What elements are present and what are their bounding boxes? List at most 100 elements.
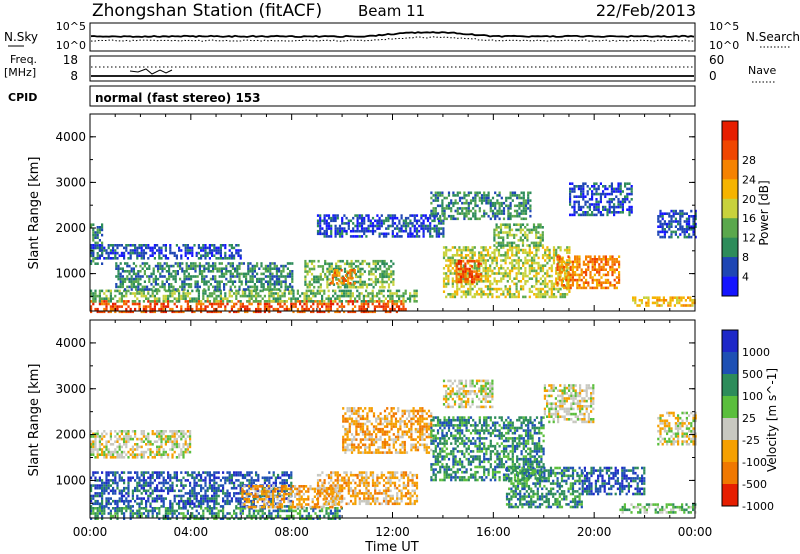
velocity-colorbar: 1000 500 100 25 -25 -100 -500 -1000 bbox=[721, 329, 774, 513]
colorbar-segment bbox=[722, 440, 738, 463]
power-heatmap bbox=[90, 182, 697, 314]
velocity-y-tick-label: 1000 bbox=[55, 473, 86, 487]
time-axis-labels: 00:00 04:00 08:00 12:00 16:00 20:00 00:00 bbox=[73, 525, 713, 539]
velocity-region bbox=[505, 466, 583, 509]
colorbar-segment bbox=[722, 121, 738, 141]
power-region bbox=[90, 244, 242, 260]
power-y-tick-label: 2000 bbox=[55, 221, 86, 235]
power-panel: 1000 2000 3000 4000 Slant Range [km] 4 8 12 16… bbox=[27, 113, 771, 314]
velocity-region bbox=[442, 379, 494, 409]
nave-label: Nave bbox=[748, 64, 776, 77]
nsearch-trace bbox=[90, 36, 695, 42]
cpid-value: normal (fast stereo) 153 bbox=[95, 91, 261, 105]
velocity-region bbox=[90, 507, 343, 520]
freq-wiggle bbox=[129, 68, 173, 75]
colorbar-tick-label: 100 bbox=[742, 390, 763, 403]
colorbar-tick-label: -100 bbox=[742, 456, 767, 469]
power-y-tick-label: 3000 bbox=[55, 175, 86, 189]
power-ylabel: Slant Range [km] bbox=[27, 157, 42, 270]
velocity-region bbox=[90, 471, 293, 508]
velocity-region bbox=[430, 416, 545, 482]
colorbar-segment bbox=[722, 352, 738, 375]
time-axis-title: Time UT bbox=[364, 540, 418, 554]
colorbar-segment bbox=[722, 140, 738, 161]
freq-tick-top: 18 bbox=[63, 53, 78, 67]
colorbar-tick-label: 500 bbox=[742, 368, 763, 381]
nsearch-tick-top: 10^5 bbox=[709, 20, 739, 33]
velocity-heatmap bbox=[90, 379, 697, 520]
colorbar-segment bbox=[722, 198, 738, 219]
colorbar-segment bbox=[722, 159, 738, 180]
time-tick-label: 12:00 bbox=[375, 525, 410, 539]
colorbar-segment bbox=[722, 462, 738, 485]
colorbar-tick-label: 24 bbox=[742, 173, 756, 186]
nsky-tick-top: 10^5 bbox=[56, 20, 86, 33]
velocity-region bbox=[316, 471, 419, 506]
power-colorbar-label: Power [dB] bbox=[757, 180, 771, 245]
power-region bbox=[455, 259, 482, 284]
time-tick-label: 08:00 bbox=[274, 525, 309, 539]
colorbar-segment bbox=[722, 218, 738, 238]
velocity-axes: 1000 2000 3000 4000 bbox=[55, 320, 696, 518]
velocity-panel: 1000 2000 3000 4000 Slant Range [km] 1000 50… bbox=[27, 319, 779, 520]
power-region bbox=[442, 246, 571, 299]
colorbar-segment bbox=[722, 237, 738, 258]
beam-label: Beam 11 bbox=[358, 2, 425, 20]
colorbar-segment bbox=[722, 374, 738, 397]
power-region bbox=[304, 259, 395, 289]
nsky-panel: N.Sky 10^5 10^0 10^5 10^0 N.Search bbox=[4, 20, 800, 52]
colorbar-segment bbox=[722, 396, 738, 419]
velocity-colorbar-label: Velocity [m s^-1] bbox=[765, 368, 779, 472]
colorbar-tick-label: 25 bbox=[742, 412, 756, 425]
cpid-frame bbox=[89, 85, 696, 107]
velocity-region bbox=[619, 503, 697, 514]
power-axes: 1000 2000 3000 4000 bbox=[55, 114, 696, 311]
colorbar-tick-label: 16 bbox=[742, 212, 756, 225]
power-region bbox=[569, 182, 633, 217]
power-region bbox=[115, 262, 294, 291]
nsky-label: N.Sky bbox=[4, 30, 38, 44]
time-tick-label: 20:00 bbox=[577, 525, 612, 539]
power-region bbox=[90, 300, 407, 314]
velocity-y-tick-label: 3000 bbox=[55, 382, 86, 396]
velocity-region bbox=[90, 430, 192, 459]
power-y-tick-label: 4000 bbox=[55, 130, 86, 144]
velocity-region bbox=[543, 384, 595, 424]
date-label: 22/Feb/2013 bbox=[596, 1, 696, 20]
colorbar-segment bbox=[722, 257, 738, 277]
nsky-frame bbox=[89, 22, 696, 52]
freq-label: Freq. bbox=[10, 53, 37, 66]
colorbar-segment bbox=[722, 276, 738, 297]
power-region bbox=[657, 209, 697, 239]
colorbar-tick-label: 28 bbox=[742, 154, 756, 167]
station-title: Zhongshan Station (fitACF) bbox=[92, 1, 322, 21]
colorbar-segment bbox=[722, 330, 738, 353]
time-tick-label: 16:00 bbox=[476, 525, 511, 539]
nave-tick-bottom: 0 bbox=[709, 69, 717, 83]
nsky-trace bbox=[90, 31, 695, 38]
colorbar-tick-label: 20 bbox=[742, 193, 756, 206]
colorbar-tick-label: 4 bbox=[742, 271, 749, 284]
time-tick-label: 04:00 bbox=[174, 525, 209, 539]
power-region bbox=[556, 255, 621, 290]
power-colorbar: 4 8 12 16 20 24 28 bbox=[721, 120, 756, 297]
power-y-tick-label: 1000 bbox=[55, 267, 86, 281]
velocity-ylabel: Slant Range [km] bbox=[27, 364, 42, 477]
freq-unit: [MHz] bbox=[4, 66, 36, 79]
time-tick-label: 00:00 bbox=[678, 525, 713, 539]
freq-frame bbox=[89, 55, 696, 82]
colorbar-tick-label: -25 bbox=[742, 434, 760, 447]
power-region bbox=[632, 296, 696, 307]
velocity-region bbox=[657, 411, 697, 446]
colorbar-tick-label: 8 bbox=[742, 251, 749, 264]
colorbar-tick-label: -500 bbox=[742, 478, 767, 491]
power-region bbox=[493, 223, 544, 247]
power-region bbox=[316, 214, 445, 238]
colorbar-segment bbox=[722, 179, 738, 200]
colorbar-segment bbox=[722, 418, 738, 441]
velocity-region bbox=[581, 466, 646, 496]
power-region bbox=[430, 191, 532, 221]
freq-tick-bottom: 8 bbox=[70, 69, 78, 83]
nsearch-label: N.Search bbox=[746, 30, 800, 44]
